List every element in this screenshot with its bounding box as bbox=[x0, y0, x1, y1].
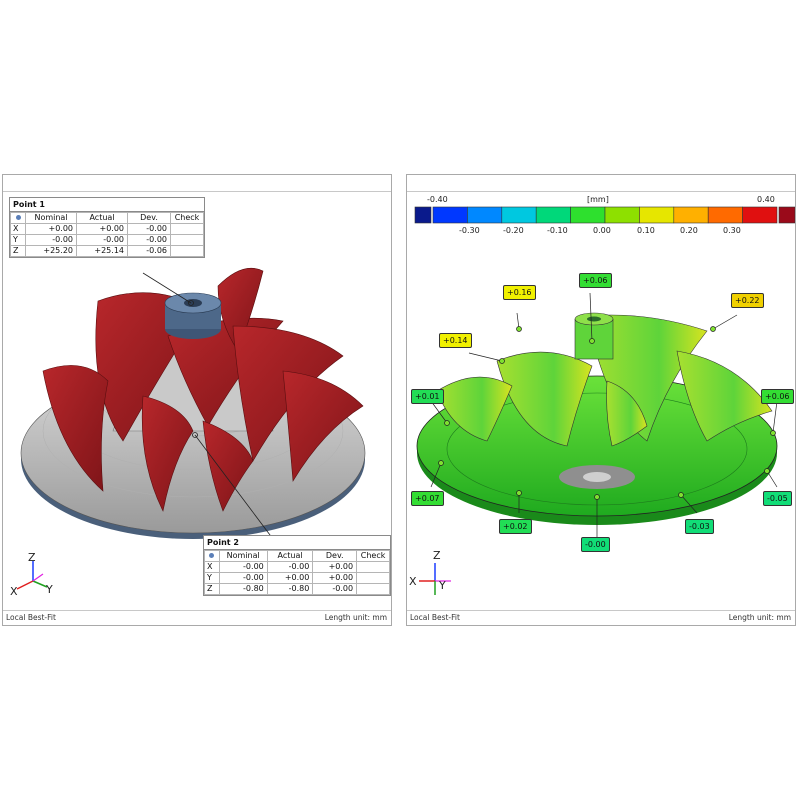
header-check: Check bbox=[170, 212, 204, 224]
point-marker-icon bbox=[10, 212, 26, 224]
colorbar-tick: 0.20 bbox=[680, 226, 698, 235]
alignment-mode-label: Local Best-Fit bbox=[6, 613, 56, 622]
length-unit-label: Length unit: mm bbox=[728, 613, 791, 622]
header-dev: Dev. bbox=[127, 212, 171, 224]
header-actual: Actual bbox=[76, 212, 128, 224]
colorbar-segment bbox=[414, 206, 432, 224]
axis-label-z: Z bbox=[28, 551, 36, 564]
header-dev: Dev. bbox=[312, 550, 358, 562]
colorbar-unit-label: [mm] bbox=[587, 195, 609, 204]
colorbar-tick: 0.30 bbox=[723, 226, 741, 235]
colorbar-min-label: -0.40 bbox=[427, 195, 448, 204]
table-row: X +0.00 +0.00 -0.00 bbox=[10, 223, 204, 235]
deviation-color-map-view[interactable] bbox=[407, 191, 795, 613]
deviation-callout[interactable]: +0.06 bbox=[579, 273, 612, 288]
header-nominal: Nominal bbox=[218, 550, 268, 562]
deviation-callout[interactable]: +0.22 bbox=[731, 293, 764, 308]
colorbar-tick: 0.00 bbox=[593, 226, 611, 235]
impeller-cad-view[interactable] bbox=[3, 191, 391, 613]
colorbar-tick: -0.20 bbox=[503, 226, 524, 235]
alignment-mode-label: Local Best-Fit bbox=[410, 613, 460, 622]
deviation-callout[interactable]: -0.03 bbox=[685, 519, 714, 534]
right-viewport-panel: -0.40 [mm] 0.40 -0.30 -0.20 -0.10 0.00 0… bbox=[406, 174, 796, 626]
deviation-callout[interactable]: +0.01 bbox=[411, 389, 444, 404]
table-row: Y -0.00 -0.00 -0.00 bbox=[10, 234, 204, 246]
header-nominal: Nominal bbox=[25, 212, 77, 224]
deviation-callout[interactable]: +0.02 bbox=[499, 519, 532, 534]
axis-label-y: Y bbox=[439, 579, 446, 592]
left-panel-header bbox=[3, 175, 391, 192]
colorbar-segment bbox=[742, 206, 778, 224]
deviation-callout[interactable]: +0.06 bbox=[761, 389, 794, 404]
right-status-bar: Local Best-Fit Length unit: mm bbox=[407, 610, 795, 625]
axis-label-y: Y bbox=[46, 583, 53, 596]
deviation-callout[interactable]: +0.07 bbox=[411, 491, 444, 506]
deviation-callout[interactable]: +0.16 bbox=[503, 285, 536, 300]
point-marker-icon bbox=[204, 550, 220, 562]
deviation-callout[interactable]: -0.00 bbox=[581, 537, 610, 552]
table-row: X -0.00 -0.00 +0.00 bbox=[204, 561, 390, 573]
point1-table: Point 1 Nominal Actual Dev. Check X +0.0… bbox=[9, 197, 205, 258]
header-check: Check bbox=[356, 550, 390, 562]
left-status-bar: Local Best-Fit Length unit: mm bbox=[3, 610, 391, 625]
colorbar-tick: -0.30 bbox=[459, 226, 480, 235]
deviation-callout[interactable]: -0.05 bbox=[763, 491, 792, 506]
right-panel-header bbox=[407, 175, 795, 192]
colorbar-max-label: 0.40 bbox=[757, 195, 775, 204]
header-actual: Actual bbox=[266, 550, 314, 562]
axis-label-x: X bbox=[10, 585, 18, 598]
deviation-callout[interactable]: +0.14 bbox=[439, 333, 472, 348]
point1-title: Point 1 bbox=[10, 198, 204, 212]
table-row: Y -0.00 +0.00 +0.00 bbox=[204, 572, 390, 584]
colorbar-segment bbox=[778, 206, 795, 224]
axis-triad-right bbox=[419, 563, 451, 595]
table-row: Z -0.80 -0.80 -0.00 bbox=[204, 583, 390, 595]
deviation-color-scale bbox=[414, 206, 795, 224]
point2-table: Point 2 Nominal Actual Dev. Check X -0.0… bbox=[203, 535, 391, 596]
left-viewport-panel: Z X Y Point 1 Nominal Actual Dev. Check … bbox=[2, 174, 392, 626]
colorbar-tick: -0.10 bbox=[547, 226, 568, 235]
length-unit-label: Length unit: mm bbox=[324, 613, 387, 622]
point2-title: Point 2 bbox=[204, 536, 390, 550]
axis-triad-left bbox=[16, 561, 48, 590]
axis-label-x: X bbox=[409, 575, 417, 588]
axis-label-z: Z bbox=[433, 549, 441, 562]
table-row: Z +25.20 +25.14 -0.06 bbox=[10, 245, 204, 257]
colorbar-tick: 0.10 bbox=[637, 226, 655, 235]
